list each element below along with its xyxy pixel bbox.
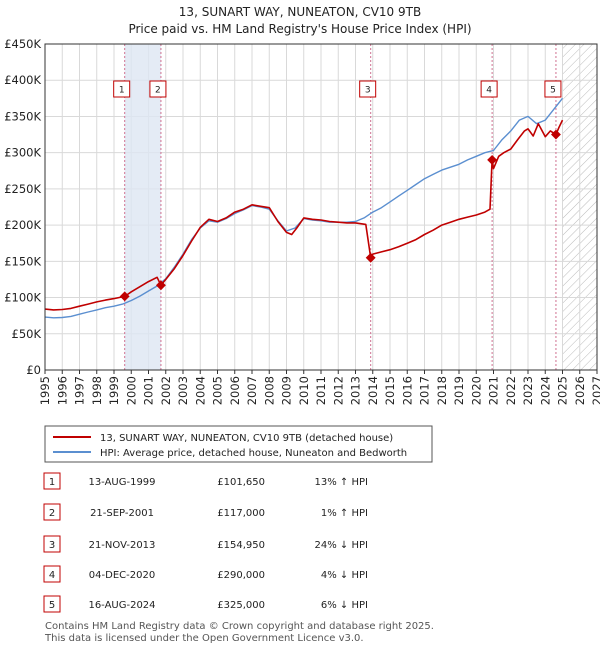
chart-title: 13, SUNART WAY, NUNEATON, CV10 9TB bbox=[179, 5, 421, 19]
sale-point-3 bbox=[365, 252, 376, 263]
legend: 13, SUNART WAY, NUNEATON, CV10 9TB (deta… bbox=[44, 425, 433, 463]
table-row-hpi: 13% ↑ HPI bbox=[315, 477, 368, 488]
sale-point-2 bbox=[155, 280, 166, 291]
chart-subtitle: Price paid vs. HM Land Registry's House … bbox=[128, 22, 471, 36]
y-tick-label: £350K bbox=[4, 109, 41, 123]
table-row-date: 21-NOV-2013 bbox=[89, 540, 156, 551]
x-tick-label: 2022 bbox=[504, 376, 518, 405]
x-tick-label: 1995 bbox=[38, 376, 52, 405]
x-tick-label: 2008 bbox=[262, 376, 276, 405]
sales-table: 1 13-AUG-1999 £101,650 13% ↑ HPI 2 21-SEP-200… bbox=[43, 472, 368, 613]
x-tick-label: 2017 bbox=[418, 376, 432, 405]
y-tick-label: £0 bbox=[26, 363, 41, 377]
x-tick-label: 2016 bbox=[400, 376, 414, 405]
sale-point-4 bbox=[487, 154, 498, 165]
x-tick-label: 2014 bbox=[366, 376, 380, 405]
x-tick-label: 2025 bbox=[556, 376, 570, 405]
footer-line-1: Contains HM Land Registry data © Crown c… bbox=[45, 621, 434, 632]
table-row-number: 2 bbox=[49, 508, 55, 519]
sale-box-label-3: 3 bbox=[365, 86, 371, 96]
x-tick-label: 2026 bbox=[573, 376, 587, 405]
table-row-price: £290,000 bbox=[217, 570, 265, 581]
table-row-hpi: 24% ↓ HPI bbox=[315, 540, 368, 551]
y-tick-label: £50K bbox=[12, 327, 42, 341]
table-row-date: 13-AUG-1999 bbox=[88, 477, 155, 488]
sale-box-1 bbox=[113, 80, 131, 98]
legend-box bbox=[44, 425, 433, 463]
sale-points bbox=[119, 129, 561, 302]
legend-label-hpi: HPI: Average price, detached house, Nune… bbox=[100, 448, 407, 459]
table-row-hpi: 6% ↓ HPI bbox=[321, 600, 368, 611]
sale-box-5 bbox=[544, 80, 562, 98]
x-tick-label: 2021 bbox=[487, 376, 501, 405]
table-row-number: 4 bbox=[49, 570, 55, 581]
x-tick-label: 2004 bbox=[193, 376, 207, 405]
sale-point-5 bbox=[550, 129, 561, 140]
y-tick-label: £200K bbox=[4, 218, 41, 232]
table-row-number: 1 bbox=[49, 477, 55, 488]
table-row-number: 3 bbox=[49, 540, 55, 551]
sale-box-label-5: 5 bbox=[550, 86, 556, 96]
table-row-box-2 bbox=[43, 503, 61, 521]
table-row-hpi: 4% ↓ HPI bbox=[321, 570, 368, 581]
x-tick-label: 2018 bbox=[435, 376, 449, 405]
sale-box-4 bbox=[480, 80, 498, 98]
x-tick-label: 2001 bbox=[142, 376, 156, 405]
table-row-date: 04-DEC-2020 bbox=[89, 570, 155, 581]
table-row-price: £154,950 bbox=[217, 540, 265, 551]
x-tick-label: 2027 bbox=[590, 376, 600, 405]
y-tick-label: £400K bbox=[4, 73, 41, 87]
x-tick-label: 2019 bbox=[452, 376, 466, 405]
x-tick-label: 1999 bbox=[107, 376, 121, 405]
y-tick-label: £250K bbox=[4, 182, 41, 196]
shaded-range bbox=[124, 44, 161, 370]
x-tick-label: 2011 bbox=[314, 376, 328, 405]
y-tick-label: £150K bbox=[4, 254, 41, 268]
series-line-property bbox=[45, 119, 564, 311]
y-tick-label: £300K bbox=[4, 146, 41, 160]
y-tick-label: £100K bbox=[4, 291, 41, 305]
x-tick-label: 1996 bbox=[55, 376, 69, 405]
sale-box-label-4: 4 bbox=[486, 86, 492, 96]
sale-label-boxes: 1 2 3 4 5 bbox=[113, 80, 562, 98]
y-tick-label: £450K bbox=[4, 37, 41, 51]
sale-box-2 bbox=[149, 80, 167, 98]
sale-box-label-1: 1 bbox=[119, 86, 125, 96]
legend-label-property: 13, SUNART WAY, NUNEATON, CV10 9TB (deta… bbox=[100, 433, 393, 444]
x-tick-label: 2000 bbox=[124, 376, 138, 405]
table-row-number: 5 bbox=[49, 600, 55, 611]
axes: £0 £50K £100K £150K £200K £250K £300K £350K £400… bbox=[4, 37, 600, 405]
sale-box-3 bbox=[359, 80, 377, 98]
sale-box-label-2: 2 bbox=[155, 86, 161, 96]
x-tick-label: 2012 bbox=[331, 376, 345, 405]
table-row-date: 21-SEP-2001 bbox=[90, 508, 154, 519]
x-tick-label: 1998 bbox=[90, 376, 104, 405]
x-tick-label: 2010 bbox=[297, 376, 311, 405]
x-tick-label: 2002 bbox=[159, 376, 173, 405]
x-tick-label: 2023 bbox=[521, 376, 535, 405]
shaded-ranges bbox=[124, 44, 161, 370]
x-tick-label: 2005 bbox=[211, 376, 225, 405]
footer-line-2: This data is licensed under the Open Gov… bbox=[44, 633, 364, 644]
table-row-price: £325,000 bbox=[217, 600, 265, 611]
table-row-price: £117,000 bbox=[217, 508, 265, 519]
x-tick-label: 2020 bbox=[469, 376, 483, 405]
x-tick-label: 2006 bbox=[228, 376, 242, 405]
x-tick-label: 2007 bbox=[245, 376, 259, 405]
x-tick-label: 1997 bbox=[73, 376, 87, 405]
x-tick-label: 2015 bbox=[383, 376, 397, 405]
table-row-hpi: 1% ↑ HPI bbox=[321, 508, 368, 519]
table-row-box-4 bbox=[43, 565, 61, 583]
table-row-box-5 bbox=[43, 595, 61, 613]
table-row-price: £101,650 bbox=[217, 477, 265, 488]
table-row-date: 16-AUG-2024 bbox=[88, 600, 155, 611]
table-row-box-1 bbox=[43, 472, 61, 490]
x-tick-label: 2024 bbox=[538, 376, 552, 405]
x-tick-label: 2003 bbox=[176, 376, 190, 405]
series bbox=[45, 97, 564, 319]
x-tick-label: 2009 bbox=[280, 376, 294, 405]
x-tick-label: 2013 bbox=[349, 376, 363, 405]
table-row-box-3 bbox=[43, 535, 61, 553]
